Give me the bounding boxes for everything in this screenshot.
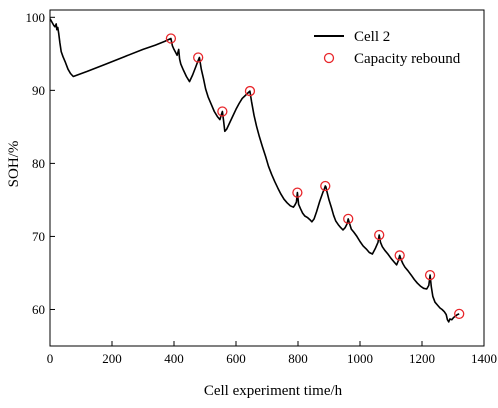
plot-layer xyxy=(49,18,465,323)
rebound-marker-10 xyxy=(424,269,436,281)
x-tick-label-600: 600 xyxy=(226,351,246,366)
rebound-marker-5 xyxy=(292,187,303,198)
x-tick-label-0: 0 xyxy=(47,351,54,366)
rebound-marker-8 xyxy=(374,229,385,241)
legend-swatch-capacity-rebound xyxy=(323,52,335,64)
rebound-marker-1 xyxy=(165,33,177,44)
rebound-marker-6 xyxy=(320,180,331,192)
y-tick-label-90: 90 xyxy=(32,83,45,98)
legend-label-cell-2: Cell 2 xyxy=(354,29,390,45)
y-tick-label-100: 100 xyxy=(26,10,46,25)
y-tick-label-60: 60 xyxy=(32,302,45,317)
x-tick-label-1000: 1000 xyxy=(347,351,373,366)
legend: Cell 2 Capacity rebound xyxy=(314,29,461,67)
axes-layer: 0 200 400 600 800 1000 1200 1400 60 70 80 90 100 xyxy=(26,9,497,366)
rebound-marker-9 xyxy=(394,250,405,261)
x-tick-label-800: 800 xyxy=(288,351,308,366)
rebound-marker-7 xyxy=(343,213,354,225)
x-tick-label-400: 400 xyxy=(164,351,184,366)
y-tick-label-80: 80 xyxy=(32,156,45,171)
rebound-marker-2 xyxy=(193,52,204,63)
plot-frame xyxy=(49,9,485,347)
y-tick-label-70: 70 xyxy=(32,229,45,244)
x-axis-title: Cell experiment time/h xyxy=(204,383,343,399)
rebound-marker-4 xyxy=(244,85,256,97)
x-tick-label-200: 200 xyxy=(102,351,122,366)
y-axis-title: SOH/% xyxy=(6,141,22,188)
x-tick-label-1400: 1400 xyxy=(471,351,497,366)
rebound-marker-11 xyxy=(454,308,465,320)
legend-label-capacity-rebound: Capacity rebound xyxy=(354,51,461,67)
x-tick-label-1200: 1200 xyxy=(409,351,435,366)
rebound-marker-3 xyxy=(217,106,228,117)
